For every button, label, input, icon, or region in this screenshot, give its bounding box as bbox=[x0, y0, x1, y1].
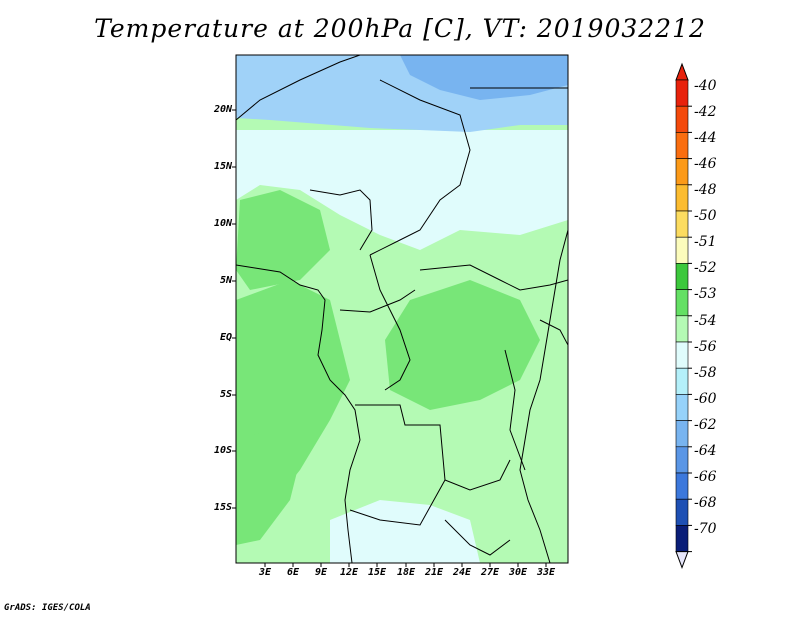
colorbar-label: -62 bbox=[694, 417, 717, 433]
border-north-1 bbox=[236, 55, 361, 121]
lat-label: 5N bbox=[219, 275, 232, 286]
map-borders bbox=[236, 55, 568, 563]
colorbar-swatch bbox=[675, 263, 689, 290]
colorbar-label: -53 bbox=[694, 286, 717, 302]
colorbar-label: -70 bbox=[694, 521, 717, 537]
border-east-1 bbox=[539, 319, 568, 346]
colorbar-swatch bbox=[675, 341, 689, 369]
border-central-2 bbox=[419, 264, 568, 291]
lon-label: 33E bbox=[536, 567, 556, 578]
colorbar-label: -64 bbox=[694, 443, 717, 459]
lon-label: 21E bbox=[424, 567, 444, 578]
coastline-west bbox=[236, 264, 361, 563]
lon-label: 12E bbox=[339, 567, 359, 578]
colorbar bbox=[675, 62, 692, 570]
colorbar-swatch bbox=[675, 446, 689, 474]
colder-band-north bbox=[400, 55, 568, 100]
lon-label: 27E bbox=[480, 567, 500, 578]
colorbar-label: -40 bbox=[694, 78, 717, 94]
lon-label: 9E bbox=[314, 567, 328, 578]
colorbar-swatch bbox=[675, 236, 689, 264]
coastline-east bbox=[519, 229, 568, 563]
colorbar-label: -60 bbox=[694, 391, 717, 407]
colorbar-swatch bbox=[675, 210, 689, 238]
colorbar-label: -51 bbox=[694, 234, 717, 250]
lat-label: EQ bbox=[219, 332, 232, 343]
chart-title: Temperature at 200hPa [C], VT: 201903221… bbox=[94, 14, 706, 43]
lat-label: 10N bbox=[213, 218, 232, 229]
colorbar-swatch bbox=[675, 420, 689, 448]
colorbar-label: -52 bbox=[694, 260, 717, 276]
border-south-3 bbox=[444, 519, 511, 556]
colorbar-swatch bbox=[675, 315, 689, 343]
border-central-3 bbox=[339, 289, 416, 313]
border-south-2 bbox=[349, 479, 446, 526]
grads-credit: GrADS: IGES/COLA bbox=[4, 603, 91, 613]
lat-label: 15S bbox=[213, 502, 232, 513]
colorbar-swatch bbox=[675, 525, 689, 552]
lon-label: 30E bbox=[508, 567, 528, 578]
lon-label: 6E bbox=[286, 567, 300, 578]
border-central-1 bbox=[369, 254, 411, 391]
colorbar-label: -58 bbox=[694, 365, 717, 381]
lat-label: 20N bbox=[213, 104, 232, 115]
colorbar-label: -68 bbox=[694, 495, 717, 511]
border-north-2 bbox=[369, 79, 471, 256]
colorbar-top-arrow bbox=[675, 62, 689, 81]
colorbar-label: -54 bbox=[694, 313, 717, 329]
map-frame bbox=[235, 54, 569, 564]
cool-band-north bbox=[236, 130, 568, 250]
lon-label: 24E bbox=[452, 567, 472, 578]
border-north-3 bbox=[309, 189, 373, 251]
axis-ticks bbox=[232, 109, 547, 567]
colorbar-swatch bbox=[675, 132, 689, 159]
colorbar-swatch bbox=[675, 394, 689, 421]
colorbar-bottom-arrow bbox=[675, 551, 689, 570]
warm-region-south bbox=[236, 430, 300, 545]
lat-label: 5S bbox=[219, 389, 232, 400]
colorbar-swatch bbox=[675, 105, 689, 133]
colorbar-swatch bbox=[675, 289, 689, 317]
colorbar-swatch bbox=[675, 367, 689, 395]
warm-region-gulf bbox=[236, 190, 330, 290]
lon-label: 18E bbox=[396, 567, 416, 578]
colorbar-swatch bbox=[675, 498, 689, 526]
colorbar-label: -46 bbox=[694, 156, 717, 172]
colorbar-swatch bbox=[675, 472, 689, 500]
colorbar-swatch bbox=[675, 158, 689, 186]
lon-label: 3E bbox=[258, 567, 272, 578]
temperature-field bbox=[236, 55, 568, 563]
lake-east bbox=[504, 349, 526, 471]
colorbar-label: -44 bbox=[694, 130, 717, 146]
lon-label: 15E bbox=[367, 567, 387, 578]
colorbar-swatch bbox=[675, 79, 689, 107]
lat-label: 10S bbox=[213, 445, 232, 456]
colorbar-label: -66 bbox=[694, 469, 717, 485]
lat-label: 15N bbox=[213, 161, 232, 172]
colorbar-label: -50 bbox=[694, 208, 717, 224]
border-south-1 bbox=[355, 404, 511, 491]
colorbar-label: -42 bbox=[694, 104, 717, 120]
colorbar-label: -56 bbox=[694, 339, 717, 355]
warm-region-central bbox=[385, 280, 540, 410]
colorbar-swatch bbox=[675, 184, 689, 212]
colorbar-label: -48 bbox=[694, 182, 717, 198]
